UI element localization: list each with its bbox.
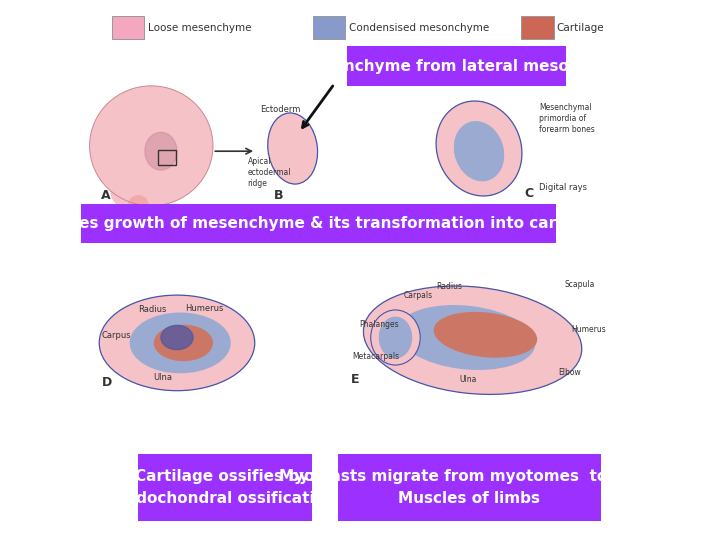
Text: Apical
ectodermal
ridge: Apical ectodermal ridge <box>248 157 291 188</box>
Ellipse shape <box>90 86 212 205</box>
Ellipse shape <box>129 195 148 214</box>
Text: Humerus: Humerus <box>185 304 224 313</box>
Text: Condensised mesonchyme: Condensised mesonchyme <box>348 23 489 32</box>
Text: Metacarpals: Metacarpals <box>352 352 400 361</box>
Text: B: B <box>274 188 283 202</box>
Text: Ectoderm: Ectoderm <box>261 105 301 114</box>
Ellipse shape <box>145 132 177 170</box>
Ellipse shape <box>155 325 212 361</box>
Text: Humerus: Humerus <box>571 325 606 334</box>
Ellipse shape <box>437 102 521 195</box>
FancyBboxPatch shape <box>138 454 312 521</box>
Ellipse shape <box>107 157 125 178</box>
Text: A: A <box>101 188 110 202</box>
Ellipse shape <box>379 317 412 357</box>
Ellipse shape <box>130 313 230 373</box>
Ellipse shape <box>372 310 420 365</box>
Ellipse shape <box>454 122 503 181</box>
FancyBboxPatch shape <box>347 46 566 86</box>
Text: Carpus: Carpus <box>102 330 132 340</box>
Ellipse shape <box>269 113 317 184</box>
Text: Loose mesenchyme: Loose mesenchyme <box>148 23 251 32</box>
Text: C: C <box>524 187 533 200</box>
Text: Carpals: Carpals <box>404 291 433 300</box>
Text: Induces growth of mesenchyme & its transformation into cartilage: Induces growth of mesenchyme & its trans… <box>32 216 605 231</box>
Text: Cartilage ossifies by:
Endochondral ossification: Cartilage ossifies by: Endochondral ossi… <box>114 469 336 506</box>
Text: Mesenchymal
primordia of
forearm bones: Mesenchymal primordia of forearm bones <box>539 103 595 134</box>
Ellipse shape <box>434 313 536 357</box>
FancyBboxPatch shape <box>521 16 554 39</box>
Text: Phalanges: Phalanges <box>359 320 398 329</box>
FancyBboxPatch shape <box>112 16 144 39</box>
Bar <box>158 150 176 165</box>
Text: Digital rays: Digital rays <box>539 183 587 192</box>
Text: E: E <box>351 373 359 387</box>
Text: Elbow: Elbow <box>558 368 581 377</box>
Text: Radius: Radius <box>138 305 167 314</box>
Text: Ulna: Ulna <box>460 375 477 384</box>
Ellipse shape <box>397 306 535 369</box>
Ellipse shape <box>364 287 581 394</box>
Text: D: D <box>102 375 112 389</box>
Text: Cartilage: Cartilage <box>557 23 604 32</box>
FancyBboxPatch shape <box>313 16 346 39</box>
Ellipse shape <box>111 177 140 206</box>
Ellipse shape <box>161 325 193 350</box>
Text: Ulna: Ulna <box>153 373 172 382</box>
FancyBboxPatch shape <box>81 204 556 243</box>
Text: Scapula: Scapula <box>564 280 595 289</box>
Text: Myoblasts migrate from myotomes  to form:
Muscles of limbs: Myoblasts migrate from myotomes to form:… <box>279 469 660 506</box>
Text: Mesenchyme from lateral mesoderm: Mesenchyme from lateral mesoderm <box>300 59 613 73</box>
Ellipse shape <box>100 296 254 390</box>
Text: Radius: Radius <box>436 282 462 291</box>
FancyBboxPatch shape <box>338 454 601 521</box>
